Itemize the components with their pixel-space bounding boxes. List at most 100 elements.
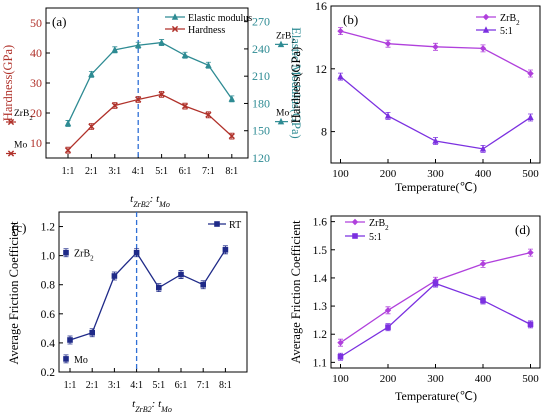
reference-label: Mo (14, 141, 27, 151)
x-tick-label: 6:1 (175, 380, 188, 391)
data-point (384, 112, 392, 119)
data-point (527, 249, 534, 256)
data-point (337, 339, 344, 346)
plot-frame (58, 211, 248, 373)
panel-c: 0.2 0.4 0.6 0.8 1.0 1.2 1:1 2:1 3:1 4:1 5:1 6:1 7:1 8… (7, 211, 248, 414)
x-tick-label: 200 (380, 373, 397, 385)
y-tick-label: 30 (30, 76, 42, 90)
legend-label: 5:1 (500, 26, 513, 37)
y-tick-label: 8 (321, 125, 327, 139)
data-point (228, 95, 235, 102)
data-point (181, 102, 189, 110)
data-point (432, 137, 439, 144)
y-tick-label: 40 (30, 46, 42, 60)
reference-marker (7, 150, 15, 157)
panel-label: (c) (12, 220, 26, 235)
y2-tick-label: 210 (252, 69, 270, 83)
data-point (135, 41, 142, 48)
x-tick-label: 200 (380, 168, 397, 180)
x-axis-label: tZrB2: tMo (132, 398, 172, 414)
series-line (340, 30, 531, 75)
data-point (479, 260, 487, 268)
y-tick-label: 1.2 (41, 222, 56, 234)
x-tick-label: 5:1 (152, 380, 165, 391)
plot-frame (330, 215, 541, 369)
x-axis-label: Temperature(℃) (395, 180, 477, 194)
data-point (88, 70, 95, 78)
y2-tick-label: 120 (252, 151, 270, 165)
data-point (432, 280, 439, 287)
x-tick-label: 3:1 (108, 166, 121, 177)
panel-d: 1.1 1.2 1.3 1.4 1.5 1.6 100 200 300 400 500 Average… (289, 215, 541, 403)
y2-tick-label: 150 (252, 124, 270, 138)
x-tick-label: 4:1 (132, 166, 145, 177)
x-tick-label: 3:1 (108, 380, 121, 391)
data-point (432, 43, 439, 51)
y-tick-label: 12 (315, 62, 327, 76)
data-point (384, 40, 392, 47)
data-point (337, 353, 344, 360)
reference-marker (63, 249, 69, 256)
y-tick-label: 1.3 (313, 301, 328, 313)
y-axis-label: Hardness(GPa) (1, 45, 15, 121)
y-tick-label: 1.4 (313, 273, 328, 285)
series-line (67, 93, 233, 151)
legend-marker (171, 25, 179, 33)
legend-marker (214, 221, 220, 227)
x-tick-label: 1:1 (64, 380, 77, 391)
data-point (89, 329, 95, 336)
x-tick-label: 2:1 (86, 380, 99, 391)
x-tick-label: 5:1 (155, 166, 168, 177)
data-point (527, 321, 534, 328)
y-tick-label: 0.2 (41, 367, 56, 379)
y-axis-label: Average Friction Coefficient (289, 220, 303, 364)
x-tick-label: 1:1 (62, 166, 75, 177)
x-tick-label: 8:1 (225, 166, 238, 177)
y-tick-label: 20 (30, 106, 42, 120)
data-point (64, 147, 72, 154)
data-point (480, 297, 486, 304)
reference-label: ZrB2 (74, 249, 94, 263)
series-line (340, 251, 531, 344)
x-axis-label: Temperature(℃) (395, 389, 477, 403)
legend-label: ZrB2 (500, 13, 520, 27)
panel-label: (d) (515, 222, 530, 237)
legend-marker (482, 13, 490, 21)
data-point (205, 111, 212, 118)
legend-marker (171, 13, 179, 20)
x-tick-label: 500 (522, 168, 539, 180)
legend-marker (482, 26, 490, 33)
y-tick-label: 1.5 (313, 245, 328, 257)
data-point (479, 145, 487, 152)
data-point (133, 249, 140, 256)
data-point (385, 324, 391, 330)
y-axis-label: Hardness(GPa) (289, 47, 303, 123)
data-point (181, 51, 189, 58)
data-point (67, 337, 73, 343)
data-point (527, 70, 534, 77)
x-tick-label: 6:1 (179, 166, 192, 177)
series-line (340, 282, 531, 358)
data-point (156, 284, 162, 291)
y2-tick-label: 240 (252, 42, 270, 56)
data-point (135, 96, 142, 103)
data-point (111, 102, 118, 109)
series-line (67, 41, 233, 124)
x-tick-label: 7:1 (202, 166, 215, 177)
x-tick-label: 4:1 (130, 380, 143, 391)
x-tick-label: 7:1 (197, 380, 210, 391)
reference-label: ZrB2 (276, 31, 295, 44)
legend-marker (351, 218, 359, 226)
y-tick-label: 1.1 (313, 357, 328, 369)
data-point (178, 271, 184, 278)
legend-label: Elastic modulus (188, 13, 252, 24)
panel-b: 8 12 16 100 200 300 400 500 Hardness(GPa) Tempera… (289, 0, 541, 194)
legend-label: 5:1 (369, 232, 382, 243)
y-tick-label: 0.6 (41, 309, 56, 321)
x-tick-label: 400 (475, 168, 492, 180)
data-point (158, 91, 165, 98)
x-tick-label: 100 (332, 373, 349, 385)
legend-label: RT (229, 220, 241, 231)
